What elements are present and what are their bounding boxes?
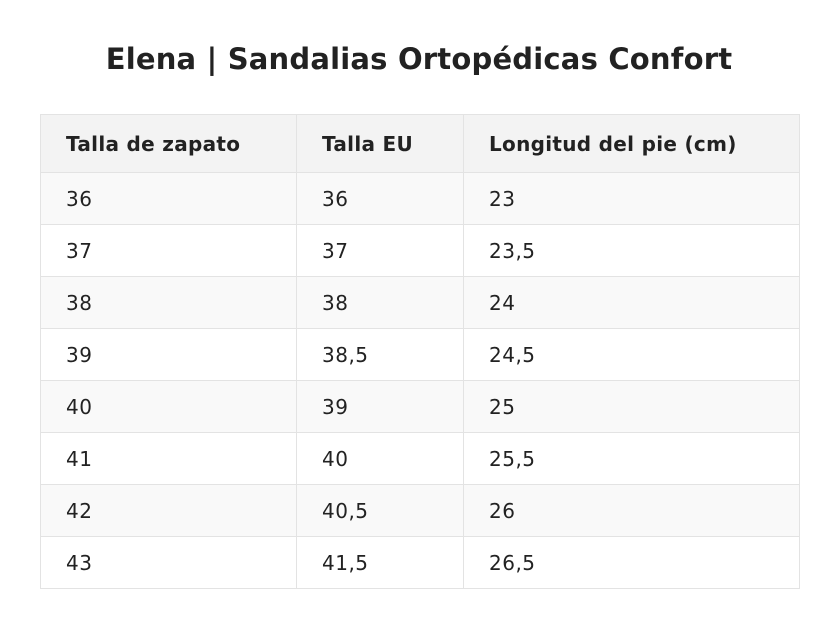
cell-eu-size: 40	[296, 432, 464, 485]
table-body: 36 36 23 37 37 23,5 38 38 24 39 38,5 24,…	[40, 172, 800, 589]
column-header-shoe-size: Talla de zapato	[40, 114, 297, 173]
column-header-eu-size: Talla EU	[296, 114, 464, 173]
table-row: 41 40 25,5	[40, 432, 800, 485]
cell-foot-length: 26	[463, 484, 800, 537]
table-row: 40 39 25	[40, 380, 800, 433]
table-row: 38 38 24	[40, 276, 800, 329]
table-row: 36 36 23	[40, 172, 800, 225]
cell-foot-length: 26,5	[463, 536, 800, 589]
cell-eu-size: 38	[296, 276, 464, 329]
table-row: 39 38,5 24,5	[40, 328, 800, 381]
cell-eu-size: 40,5	[296, 484, 464, 537]
header-row: Talla de zapato Talla EU Longitud del pi…	[40, 114, 800, 173]
cell-foot-length: 25,5	[463, 432, 800, 485]
cell-foot-length: 24,5	[463, 328, 800, 381]
table-row: 37 37 23,5	[40, 224, 800, 277]
cell-shoe-size: 43	[40, 536, 297, 589]
cell-foot-length: 23,5	[463, 224, 800, 277]
cell-shoe-size: 36	[40, 172, 297, 225]
column-header-foot-length: Longitud del pie (cm)	[463, 114, 800, 173]
cell-foot-length: 24	[463, 276, 800, 329]
cell-eu-size: 38,5	[296, 328, 464, 381]
cell-shoe-size: 42	[40, 484, 297, 537]
table-row: 42 40,5 26	[40, 484, 800, 537]
table-row: 43 41,5 26,5	[40, 536, 800, 589]
cell-foot-length: 23	[463, 172, 800, 225]
size-chart-table: Talla de zapato Talla EU Longitud del pi…	[40, 114, 800, 589]
cell-shoe-size: 40	[40, 380, 297, 433]
table-header: Talla de zapato Talla EU Longitud del pi…	[40, 114, 800, 173]
page-title: Elena | Sandalias Ortopédicas Confort	[105, 42, 733, 76]
cell-eu-size: 36	[296, 172, 464, 225]
cell-foot-length: 25	[463, 380, 800, 433]
cell-shoe-size: 41	[40, 432, 297, 485]
cell-shoe-size: 39	[40, 328, 297, 381]
cell-eu-size: 41,5	[296, 536, 464, 589]
cell-shoe-size: 37	[40, 224, 297, 277]
cell-eu-size: 37	[296, 224, 464, 277]
cell-shoe-size: 38	[40, 276, 297, 329]
cell-eu-size: 39	[296, 380, 464, 433]
